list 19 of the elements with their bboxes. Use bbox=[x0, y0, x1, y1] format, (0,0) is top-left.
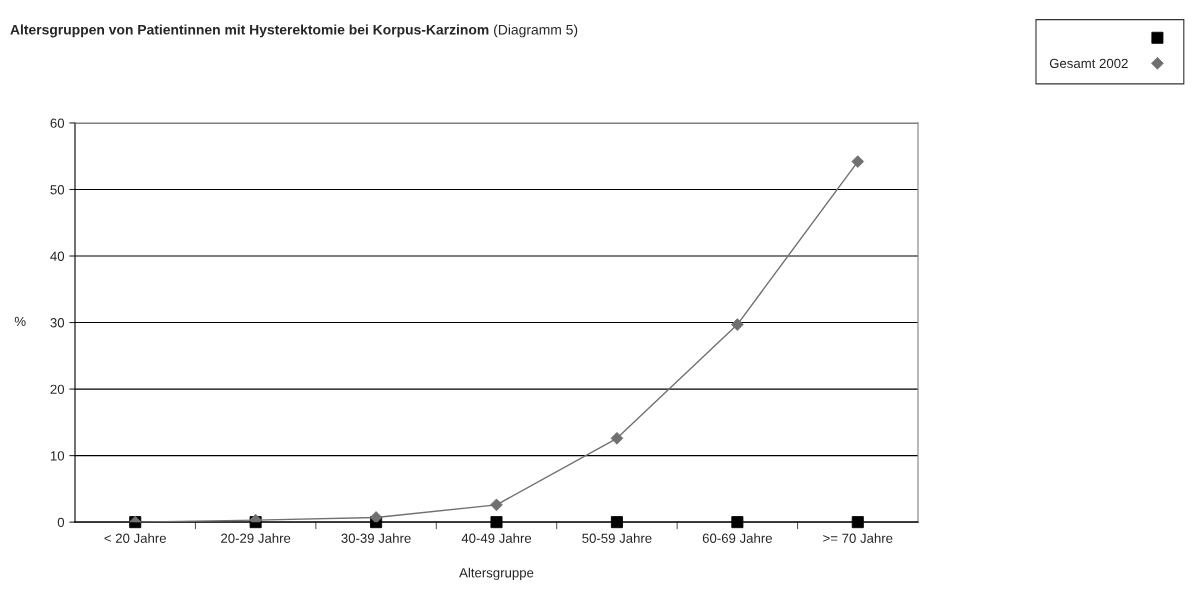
x-tick-label: 40-49 Jahre bbox=[461, 533, 532, 543]
y-tick-label: 10 bbox=[50, 451, 65, 461]
legend-label: Gesamt 2002 bbox=[1049, 58, 1128, 69]
y-tick-label: 0 bbox=[57, 517, 65, 528]
x-tick-label: 20-29 Jahre bbox=[221, 533, 291, 543]
chart-title: Altersgruppen von Patientinnen mit Hysterektomie bei Korpus-Karzinom bbox=[10, 24, 489, 38]
x-tick-label: 60-69 Jahre bbox=[702, 533, 772, 543]
y-tick-label: 60 bbox=[50, 118, 65, 128]
x-tick-label: 50-59 Jahre bbox=[582, 533, 652, 543]
x-tick-label: < 20 Jahre bbox=[104, 533, 166, 543]
y-tick-label: 50 bbox=[50, 185, 65, 195]
y-tick-label: 30 bbox=[50, 318, 65, 328]
x-axis-title: Altersgruppe bbox=[459, 567, 534, 581]
y-tick-label: 20 bbox=[50, 384, 65, 394]
y-tick-label: 40 bbox=[50, 251, 65, 261]
x-tick-label: >= 70 Jahre bbox=[823, 533, 893, 543]
y-axis-title: % bbox=[14, 316, 26, 327]
chart-subtitle: (Diagramm 5) bbox=[494, 24, 578, 38]
x-tick-label: 30-39 Jahre bbox=[341, 533, 411, 543]
